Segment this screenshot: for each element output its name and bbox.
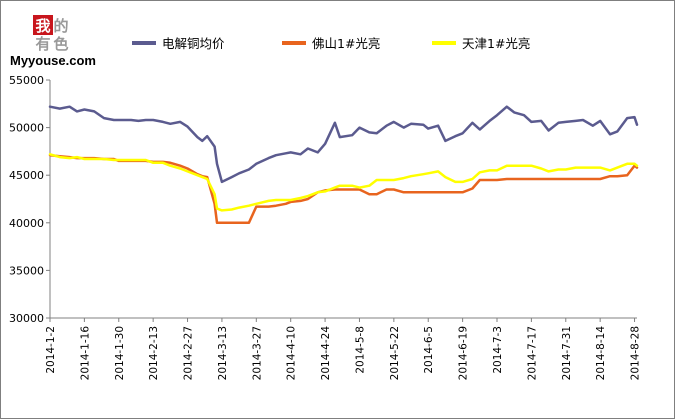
logo-char-3: 有: [35, 35, 50, 53]
x-tick-label: 2014-4-10: [286, 326, 298, 380]
y-tick-label: 55000: [9, 74, 44, 87]
y-tick-label: 50000: [9, 122, 44, 135]
y-tick-label: 35000: [9, 264, 44, 277]
logo-char-4: 色: [53, 35, 68, 53]
x-tick-label: 2014-8-28: [630, 326, 642, 380]
series-line-1: [48, 105, 639, 184]
x-tick-label: 2014-7-17: [526, 326, 538, 380]
series-line-3: [48, 153, 639, 212]
x-tick-label: 2014-7-3: [492, 326, 504, 374]
legend-label-3: 天津1#光亮: [462, 36, 530, 51]
plot-area: 30000 35000 40000 45000 50000 55000 2014-1-2 20…: [9, 74, 642, 380]
y-tick-label: 30000: [9, 312, 44, 325]
x-tick-label: 2014-1-30: [114, 326, 126, 380]
y-tick-label: 45000: [9, 169, 44, 182]
x-tick-label: 2014-5-22: [389, 326, 401, 380]
x-tick-label: 2014-6-19: [458, 326, 470, 380]
chart-legend: 电解铜均价 佛山1#光亮 天津1#光亮: [132, 36, 530, 51]
x-tick-label: 2014-6-5: [423, 326, 435, 374]
x-tick-label: 2014-2-13: [148, 326, 160, 380]
x-tick-label: 2014-3-13: [217, 326, 229, 380]
logo-site-name: Myyouse.com: [10, 53, 96, 68]
x-tick-label: 2014-8-14: [595, 326, 607, 381]
x-tick-label: 2014-1-2: [45, 326, 57, 374]
legend-label-2: 佛山1#光亮: [312, 36, 380, 51]
x-tick-label: 2014-1-16: [79, 326, 91, 381]
y-tick-label: 40000: [9, 217, 44, 230]
x-tick-label: 2014-7-31: [561, 326, 573, 380]
logo-cell-1: [33, 15, 53, 35]
logo-char-2: 的: [53, 17, 68, 35]
site-logo: 我 的 有 色 Myyouse.com: [10, 15, 96, 68]
series-line-2: [48, 153, 639, 225]
x-tick-label: 2014-4-24: [320, 326, 332, 381]
logo-char-1: 我: [35, 17, 50, 35]
x-tick-label: 2014-3-27: [251, 326, 263, 380]
x-tick-label: 2014-2-27: [183, 326, 195, 380]
x-tick-label: 2014-5-8: [354, 326, 366, 374]
legend-label-1: 电解铜均价: [162, 36, 225, 51]
